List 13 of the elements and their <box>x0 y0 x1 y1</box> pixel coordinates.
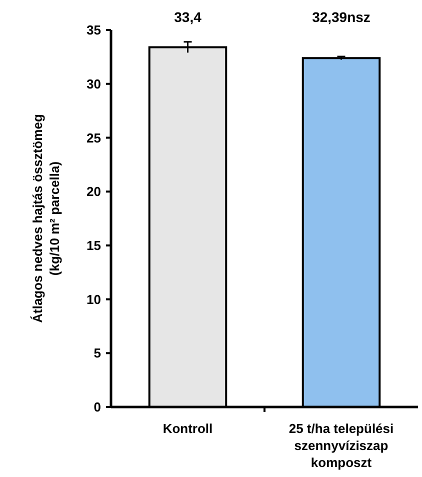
x-tick-label: 25 t/ha települési szennyvíziszap komposzt <box>288 421 394 470</box>
y-tick-label: 20 <box>86 184 101 200</box>
y-axis-title: Átlagos nedves hajtás össztömeg (kg/10 m² parcella) <box>30 114 62 323</box>
y-tick-label: 15 <box>86 238 101 253</box>
y-tick-label: 30 <box>86 76 101 92</box>
x-tick-label: Kontroll <box>162 421 213 436</box>
data-label: 32,39nsz <box>312 9 370 25</box>
y-tick-label: 10 <box>86 292 101 307</box>
y-tick-label: 25 <box>86 130 101 146</box>
y-tick-label: 5 <box>94 346 101 361</box>
y-tick-label: 0 <box>94 400 101 415</box>
y-tick-label: 35 <box>86 22 101 38</box>
data-label: 33,4 <box>174 9 202 25</box>
